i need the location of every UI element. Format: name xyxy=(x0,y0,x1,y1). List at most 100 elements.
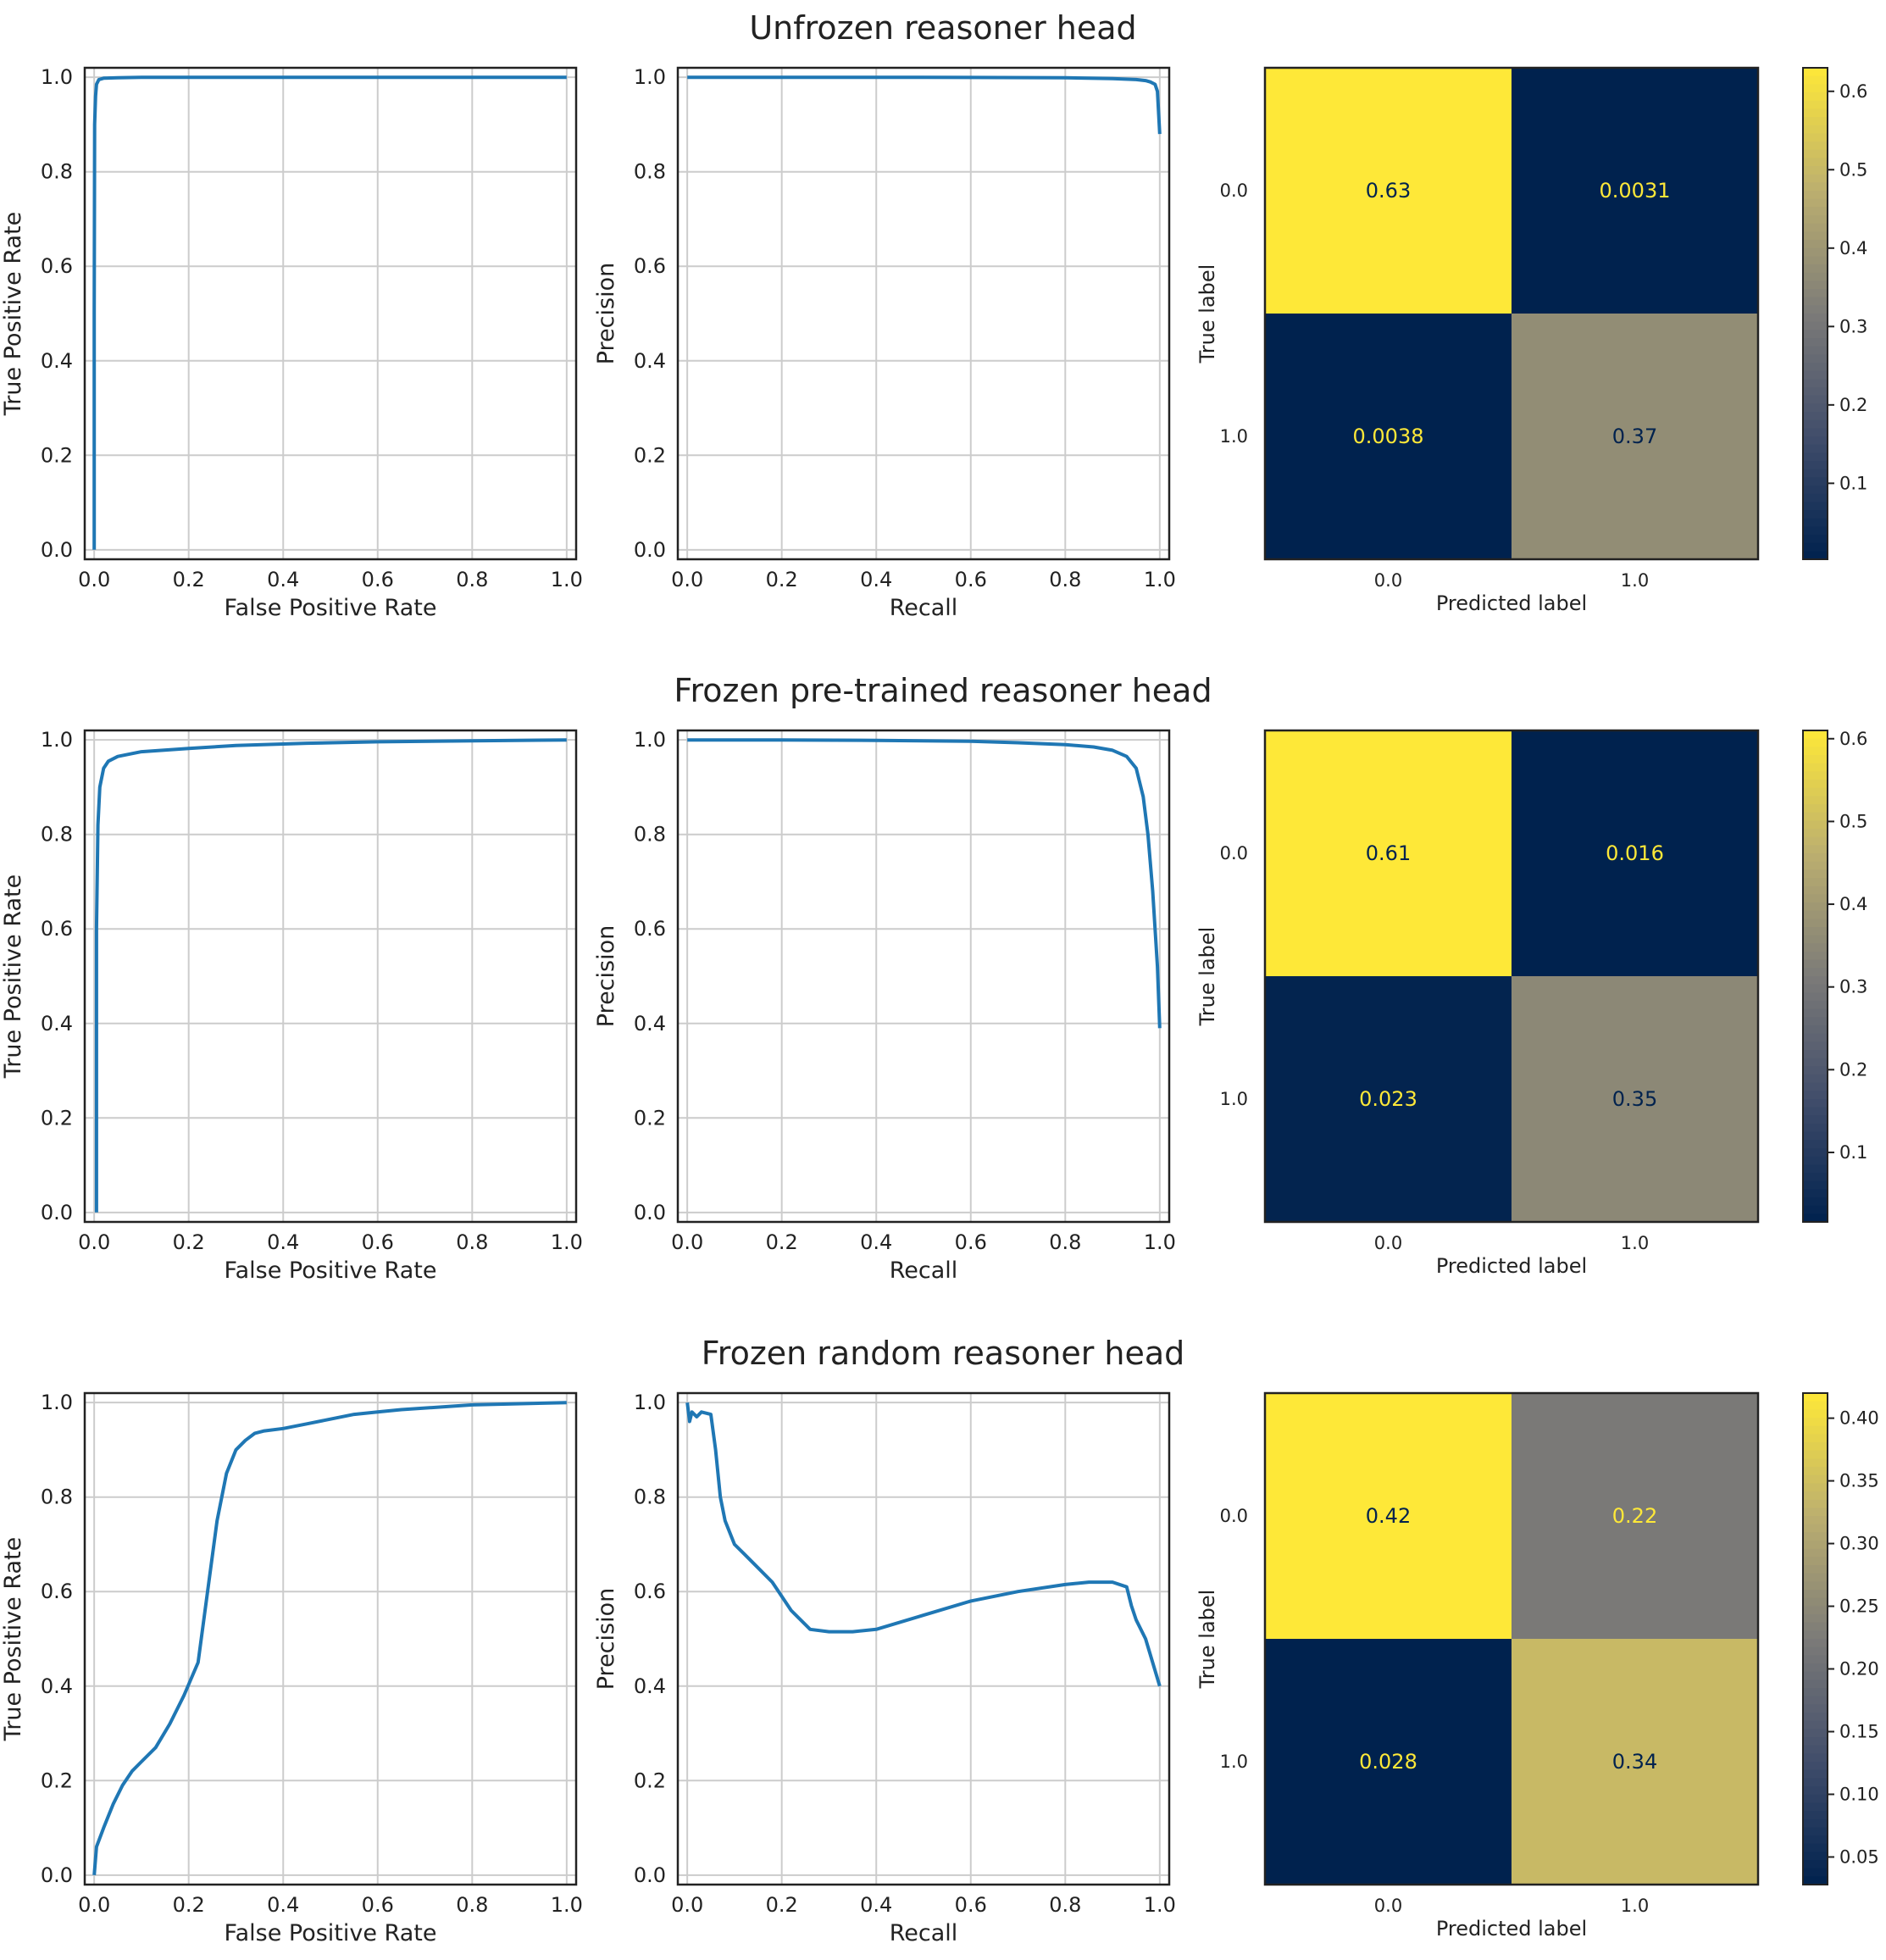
y-axis-label: True Positive Rate xyxy=(0,212,26,417)
colorbar-segment xyxy=(1803,1180,1828,1191)
y-axis-label: True label xyxy=(1195,927,1219,1027)
colorbar: 0.1 0.2 0.3 0.4 0.5 0.6 xyxy=(1802,729,1867,1223)
y-tick-label: 0.8 xyxy=(41,823,73,847)
axes-frame xyxy=(83,729,578,1224)
colorbar-segment xyxy=(1803,787,1828,797)
colorbar-segment xyxy=(1803,796,1828,805)
panel-title: Frozen random reasoner head xyxy=(702,1335,1185,1372)
y-tick-label: 1.0 xyxy=(634,728,666,752)
axes-frame xyxy=(676,66,1171,561)
x-tick-label: 0.6 xyxy=(362,568,394,591)
y-tick-label: 0.8 xyxy=(634,823,666,847)
colorbar-segment xyxy=(1803,1753,1828,1763)
colorbar-segment xyxy=(1803,354,1828,364)
y-axis-label: True Positive Rate xyxy=(0,1537,26,1742)
colorbar-segment xyxy=(1803,1418,1828,1427)
colorbar-tick-label: 0.15 xyxy=(1839,1721,1879,1741)
colorbar-segment xyxy=(1803,142,1828,151)
x-axis-label: Predicted label xyxy=(1436,591,1587,615)
colorbar-segment xyxy=(1803,493,1828,503)
colorbar-segment xyxy=(1803,92,1828,102)
x-axis-label: Recall xyxy=(890,1920,958,1946)
colorbar-segment xyxy=(1803,935,1828,945)
colorbar-segment xyxy=(1803,272,1828,282)
x-tick-label: 0.0 xyxy=(671,1893,703,1917)
colorbar-segment xyxy=(1803,1173,1828,1182)
colorbar-segment xyxy=(1803,738,1828,748)
colorbar-segment xyxy=(1803,1671,1828,1681)
colorbar-segment xyxy=(1803,174,1828,184)
colorbar-segment xyxy=(1803,952,1828,961)
colorbar-segment xyxy=(1803,240,1828,249)
colorbar-segment xyxy=(1803,149,1828,159)
y-tick-label: 1.0 xyxy=(634,1391,666,1414)
colorbar-segment xyxy=(1803,68,1828,77)
axes-frame xyxy=(83,66,578,561)
y-tick-label: 1.0 xyxy=(1220,426,1248,447)
colorbar-segment xyxy=(1803,264,1828,274)
colorbar-segment xyxy=(1803,321,1828,331)
colorbar-segment xyxy=(1803,1557,1828,1566)
x-tick-label: 0.6 xyxy=(955,1230,987,1254)
colorbar-segment xyxy=(1803,1099,1828,1108)
colorbar-segment xyxy=(1803,836,1828,847)
x-axis-label: False Positive Rate xyxy=(225,1920,437,1946)
heatmap-cell xyxy=(1265,1393,1512,1639)
colorbar-segment xyxy=(1803,919,1828,928)
colorbar-segment xyxy=(1803,1794,1828,1804)
y-tick-label: 0.2 xyxy=(41,1106,73,1130)
heatmap-frame xyxy=(1263,66,1760,561)
colorbar-segment xyxy=(1803,1434,1828,1443)
x-tick-label: 0.2 xyxy=(766,1893,798,1917)
colorbar-segment xyxy=(1803,412,1828,421)
colorbar-segment xyxy=(1803,1131,1828,1141)
y-tick-label: 0.6 xyxy=(634,254,666,278)
x-tick-label: 0.6 xyxy=(362,1230,394,1254)
y-tick-label: 0.2 xyxy=(634,443,666,467)
colorbar-segment xyxy=(1803,207,1828,216)
colorbar-segment xyxy=(1803,968,1828,977)
colorbar-segment xyxy=(1803,297,1828,307)
colorbar-segment xyxy=(1803,75,1828,86)
x-tick-label: 0.8 xyxy=(456,1893,488,1917)
x-tick-label: 1.0 xyxy=(551,1230,583,1254)
y-tick-label: 0.0 xyxy=(634,538,666,562)
colorbar-segment xyxy=(1803,1704,1828,1713)
y-tick-label: 0.2 xyxy=(634,1106,666,1130)
y-tick-label: 0.2 xyxy=(41,1768,73,1792)
colorbar-segment xyxy=(1803,330,1828,339)
roc-curve xyxy=(92,75,567,550)
colorbar-segment xyxy=(1803,1835,1828,1845)
roc-plot-2: 0.00.0 0.2 0.2 0.4 0.4 0.6 0.6 0.8 0.8 1.0 1.0 Fals… xyxy=(0,1391,583,1946)
y-tick-label: 1.0 xyxy=(41,728,73,752)
colorbar-segment xyxy=(1803,1590,1828,1599)
colorbar-segment xyxy=(1803,108,1828,118)
heatmap-cell xyxy=(1265,314,1512,559)
colorbar-segment xyxy=(1803,1852,1828,1861)
x-tick-label: 0.0 xyxy=(671,568,703,591)
colorbar-segment xyxy=(1803,133,1828,142)
colorbar-segment xyxy=(1803,198,1828,208)
y-tick-label: 0.6 xyxy=(634,1580,666,1603)
colorbar-segment xyxy=(1803,1001,1828,1010)
y-tick-label: 0.4 xyxy=(41,1012,73,1036)
x-tick-label: 0.0 xyxy=(1374,1233,1402,1253)
heatmap-cell xyxy=(1265,1639,1512,1885)
colorbar-segment xyxy=(1803,1745,1828,1755)
colorbar-segment xyxy=(1803,1205,1828,1215)
x-tick-label: 0.0 xyxy=(78,1230,110,1254)
colorbar-segment xyxy=(1803,551,1828,560)
cell-value: 0.61 xyxy=(1366,841,1411,865)
y-tick-label: 0.4 xyxy=(41,349,73,373)
y-tick-label: 0.0 xyxy=(1220,1506,1248,1526)
x-tick-label: 0.8 xyxy=(1049,568,1081,591)
colorbar-segment xyxy=(1803,1737,1828,1746)
colorbar-tick-label: 0.5 xyxy=(1839,811,1867,831)
colorbar-segment xyxy=(1803,804,1828,813)
colorbar-segment xyxy=(1803,943,1828,952)
y-tick-label: 0.8 xyxy=(41,1485,73,1509)
colorbar-segment xyxy=(1803,927,1828,936)
colorbar-segment xyxy=(1803,959,1828,969)
x-axis-label: Predicted label xyxy=(1436,1254,1587,1278)
y-tick-label: 0.0 xyxy=(41,1863,73,1887)
